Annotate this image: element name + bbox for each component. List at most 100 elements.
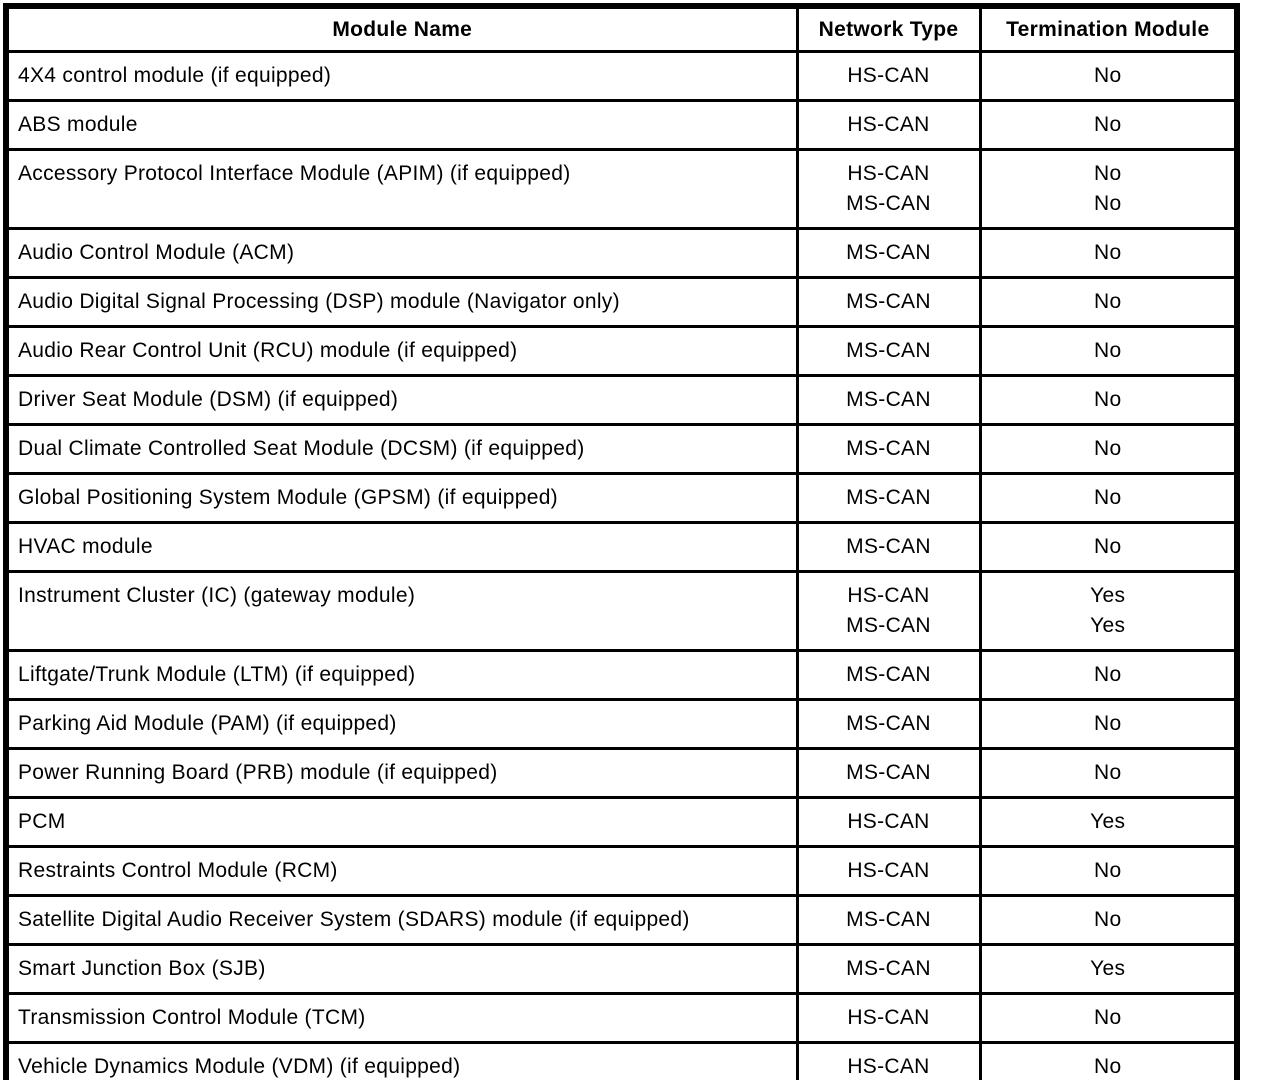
- cell-line: Liftgate/Trunk Module (LTM) (if equipped…: [18, 663, 416, 686]
- table-row: Accessory Protocol Interface Module (API…: [4, 148, 1239, 230]
- header-termination-module: Termination Module: [978, 4, 1239, 53]
- module-name-cell: Instrument Cluster (IC) (gateway module): [4, 570, 799, 652]
- cell-line: HS-CAN: [847, 1055, 930, 1078]
- table-row: Audio Digital Signal Processing (DSP) mo…: [4, 276, 1239, 328]
- cell-line: Audio Rear Control Unit (RCU) module (if…: [18, 339, 518, 362]
- network-type-cell: MS-CAN: [795, 325, 982, 377]
- module-name-cell: Global Positioning System Module (GPSM) …: [4, 472, 799, 524]
- cell-line: No: [1094, 113, 1122, 136]
- cell-line: MS-CAN: [846, 712, 931, 735]
- header-module-name: Module Name: [4, 4, 799, 53]
- cell-line: MS-CAN: [846, 486, 931, 509]
- network-type-cell: MS-CAN: [795, 374, 982, 426]
- table-row: Transmission Control Module (TCM) HS-CAN N…: [4, 992, 1239, 1044]
- cell-line: No: [1094, 64, 1122, 87]
- cell-line: No: [1094, 486, 1122, 509]
- cell-line: No: [1094, 663, 1122, 686]
- module-name-cell: Satellite Digital Audio Receiver System …: [4, 894, 799, 946]
- cell-line: Satellite Digital Audio Receiver System …: [18, 908, 690, 931]
- network-type-cell: MS-CAN: [795, 472, 982, 524]
- network-type-cell: MS-CAN: [795, 521, 982, 573]
- termination-module-cell: No: [978, 99, 1239, 151]
- cell-line: Yes: [1090, 584, 1126, 607]
- cell-line: Smart Junction Box (SJB): [18, 957, 266, 980]
- termination-module-cell: Yes: [978, 796, 1239, 848]
- module-name-cell: Liftgate/Trunk Module (LTM) (if equipped…: [4, 649, 799, 701]
- termination-module-cell: No: [978, 1041, 1239, 1080]
- cell-line: HS-CAN: [847, 810, 930, 833]
- network-type-cell: MS-CAN: [795, 423, 982, 475]
- cell-line: Yes: [1090, 810, 1126, 833]
- cell-line: Audio Digital Signal Processing (DSP) mo…: [18, 290, 620, 313]
- cell-line: 4X4 control module (if equipped): [18, 64, 332, 87]
- cell-line: Audio Control Module (ACM): [18, 241, 295, 264]
- cell-line: Dual Climate Controlled Seat Module (DCS…: [18, 437, 585, 460]
- cell-line: No: [1094, 1006, 1122, 1029]
- network-type-cell: MS-CAN: [795, 698, 982, 750]
- termination-module-cell: Yes Yes: [978, 570, 1239, 652]
- cell-line: No: [1094, 712, 1122, 735]
- termination-module-cell: Yes: [978, 943, 1239, 995]
- cell-line: No: [1094, 761, 1122, 784]
- module-name-cell: Audio Control Module (ACM): [4, 227, 799, 279]
- termination-module-cell: No: [978, 698, 1239, 750]
- network-type-cell: MS-CAN: [795, 649, 982, 701]
- module-name-cell: Audio Rear Control Unit (RCU) module (if…: [4, 325, 799, 377]
- termination-module-cell: No: [978, 894, 1239, 946]
- module-name-cell: ABS module: [4, 99, 799, 151]
- table-row: 4X4 control module (if equipped) HS-CAN No: [4, 50, 1239, 102]
- cell-line: HVAC module: [18, 535, 153, 558]
- cell-line: HS-CAN: [847, 113, 930, 136]
- module-name-cell: Accessory Protocol Interface Module (API…: [4, 148, 799, 230]
- table-row: PCM HS-CAN Yes: [4, 796, 1239, 848]
- table-row: HVAC module MS-CAN No: [4, 521, 1239, 573]
- network-type-cell: HS-CAN MS-CAN: [795, 570, 982, 652]
- network-type-cell: HS-CAN: [795, 99, 982, 151]
- table-header-row: Module Name Network Type Termination Mod…: [4, 4, 1239, 53]
- cell-line: No: [1094, 1055, 1122, 1078]
- module-name-cell: PCM: [4, 796, 799, 848]
- termination-module-cell: No: [978, 276, 1239, 328]
- cell-line: MS-CAN: [846, 290, 931, 313]
- module-name-cell: Driver Seat Module (DSM) (if equipped): [4, 374, 799, 426]
- network-type-cell: HS-CAN: [795, 796, 982, 848]
- cell-line: Transmission Control Module (TCM): [18, 1006, 366, 1029]
- cell-line: HS-CAN: [847, 64, 930, 87]
- module-name-cell: Dual Climate Controlled Seat Module (DCS…: [4, 423, 799, 475]
- cell-line: No: [1094, 908, 1122, 931]
- cell-line: No: [1094, 437, 1122, 460]
- module-name-cell: Smart Junction Box (SJB): [4, 943, 799, 995]
- module-network-table: Module Name Network Type Termination Mod…: [3, 3, 1240, 1080]
- termination-module-cell: No: [978, 521, 1239, 573]
- cell-line: No: [1094, 535, 1122, 558]
- table-row: Vehicle Dynamics Module (VDM) (if equipp…: [4, 1041, 1239, 1080]
- cell-line: No: [1094, 339, 1122, 362]
- termination-module-cell: No: [978, 992, 1239, 1044]
- cell-line: Global Positioning System Module (GPSM) …: [18, 486, 558, 509]
- cell-line: MS-CAN: [846, 192, 931, 215]
- cell-line: No: [1094, 241, 1122, 264]
- termination-module-cell: No No: [978, 148, 1239, 230]
- cell-line: MS-CAN: [846, 437, 931, 460]
- module-name-cell: Audio Digital Signal Processing (DSP) mo…: [4, 276, 799, 328]
- cell-line: MS-CAN: [846, 241, 931, 264]
- module-name-cell: Parking Aid Module (PAM) (if equipped): [4, 698, 799, 750]
- table-row: Instrument Cluster (IC) (gateway module)…: [4, 570, 1239, 652]
- table-row: Audio Control Module (ACM) MS-CAN No: [4, 227, 1239, 279]
- cell-line: Yes: [1090, 957, 1126, 980]
- network-type-cell: MS-CAN: [795, 227, 982, 279]
- table-body: 4X4 control module (if equipped) HS-CAN No…: [4, 50, 1239, 1080]
- table-row: Driver Seat Module (DSM) (if equipped) MS…: [4, 374, 1239, 426]
- table-row: Liftgate/Trunk Module (LTM) (if equipped…: [4, 649, 1239, 701]
- cell-line: No: [1094, 290, 1122, 313]
- table-row: Power Running Board (PRB) module (if equ…: [4, 747, 1239, 799]
- cell-line: MS-CAN: [846, 535, 931, 558]
- cell-line: Power Running Board (PRB) module (if equ…: [18, 761, 498, 784]
- cell-line: Driver Seat Module (DSM) (if equipped): [18, 388, 399, 411]
- network-type-cell: HS-CAN: [795, 50, 982, 102]
- cell-line: Parking Aid Module (PAM) (if equipped): [18, 712, 397, 735]
- cell-line: Accessory Protocol Interface Module (API…: [18, 162, 571, 185]
- cell-line: HS-CAN: [847, 859, 930, 882]
- cell-line: Instrument Cluster (IC) (gateway module): [18, 584, 416, 607]
- table-row: Satellite Digital Audio Receiver System …: [4, 894, 1239, 946]
